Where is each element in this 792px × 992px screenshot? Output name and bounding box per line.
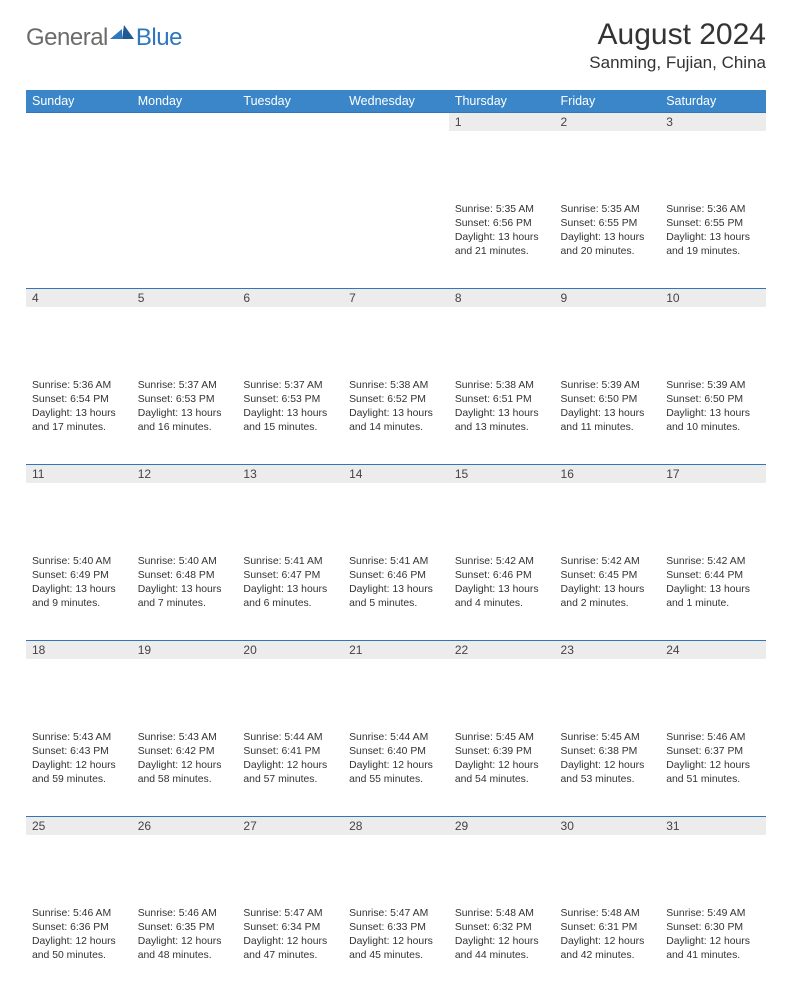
day-number: 2 <box>555 112 661 131</box>
day-cell: Sunrise: 5:40 AMSunset: 6:48 PMDaylight:… <box>132 552 238 617</box>
day-number: 17 <box>660 464 766 483</box>
day-number: 20 <box>237 640 343 659</box>
day-number-empty <box>132 112 238 131</box>
day-number: 4 <box>26 288 132 307</box>
day-cell: Sunrise: 5:39 AMSunset: 6:50 PMDaylight:… <box>660 376 766 441</box>
day-cell: Sunrise: 5:49 AMSunset: 6:30 PMDaylight:… <box>660 904 766 969</box>
day-number: 21 <box>343 640 449 659</box>
day-number: 27 <box>237 816 343 835</box>
day-cell: Sunrise: 5:48 AMSunset: 6:31 PMDaylight:… <box>555 904 661 969</box>
day-number: 8 <box>449 288 555 307</box>
day-number: 19 <box>132 640 238 659</box>
calendar-header-row: SundayMondayTuesdayWednesdayThursdayFrid… <box>26 90 766 112</box>
day-number: 3 <box>660 112 766 131</box>
day-number-empty <box>237 112 343 131</box>
day-number: 16 <box>555 464 661 483</box>
calendar-page: General Blue August 2024 Sanming, Fujian… <box>0 0 792 612</box>
title-block: August 2024 Sanming, Fujian, China <box>589 18 766 73</box>
brand-logo: General Blue <box>26 24 182 52</box>
brand-part2: Blue <box>136 24 182 52</box>
day-cell: Sunrise: 5:43 AMSunset: 6:43 PMDaylight:… <box>26 728 132 793</box>
day-cell: Sunrise: 5:44 AMSunset: 6:40 PMDaylight:… <box>343 728 449 793</box>
day-number: 29 <box>449 816 555 835</box>
day-cell: Sunrise: 5:35 AMSunset: 6:55 PMDaylight:… <box>555 200 661 265</box>
weekday-header: Saturday <box>660 90 766 112</box>
day-cell: Sunrise: 5:37 AMSunset: 6:53 PMDaylight:… <box>132 376 238 441</box>
day-number: 6 <box>237 288 343 307</box>
day-number: 18 <box>26 640 132 659</box>
day-number: 26 <box>132 816 238 835</box>
day-number-empty <box>343 112 449 131</box>
day-cell: Sunrise: 5:42 AMSunset: 6:46 PMDaylight:… <box>449 552 555 617</box>
day-number: 23 <box>555 640 661 659</box>
day-cell: Sunrise: 5:36 AMSunset: 6:54 PMDaylight:… <box>26 376 132 441</box>
weekday-header: Monday <box>132 90 238 112</box>
day-cell-empty <box>132 200 238 209</box>
day-number: 15 <box>449 464 555 483</box>
weekday-header: Sunday <box>26 90 132 112</box>
day-cell: Sunrise: 5:35 AMSunset: 6:56 PMDaylight:… <box>449 200 555 265</box>
calendar-table: SundayMondayTuesdayWednesdayThursdayFrid… <box>26 90 766 992</box>
day-number-empty <box>26 112 132 131</box>
brand-mark-icon <box>110 23 136 48</box>
day-number: 25 <box>26 816 132 835</box>
day-cell-empty <box>26 200 132 209</box>
day-number: 9 <box>555 288 661 307</box>
day-number: 12 <box>132 464 238 483</box>
day-cell: Sunrise: 5:47 AMSunset: 6:33 PMDaylight:… <box>343 904 449 969</box>
day-cell: Sunrise: 5:45 AMSunset: 6:39 PMDaylight:… <box>449 728 555 793</box>
day-number: 28 <box>343 816 449 835</box>
day-number: 7 <box>343 288 449 307</box>
month-title: August 2024 <box>589 18 766 51</box>
day-cell: Sunrise: 5:41 AMSunset: 6:46 PMDaylight:… <box>343 552 449 617</box>
day-cell: Sunrise: 5:38 AMSunset: 6:51 PMDaylight:… <box>449 376 555 441</box>
location-subtitle: Sanming, Fujian, China <box>589 53 766 73</box>
day-number: 5 <box>132 288 238 307</box>
day-number: 13 <box>237 464 343 483</box>
day-cell: Sunrise: 5:42 AMSunset: 6:45 PMDaylight:… <box>555 552 661 617</box>
day-number: 14 <box>343 464 449 483</box>
day-cell: Sunrise: 5:42 AMSunset: 6:44 PMDaylight:… <box>660 552 766 617</box>
weekday-header: Thursday <box>449 90 555 112</box>
day-number: 24 <box>660 640 766 659</box>
day-cell: Sunrise: 5:47 AMSunset: 6:34 PMDaylight:… <box>237 904 343 969</box>
day-cell: Sunrise: 5:39 AMSunset: 6:50 PMDaylight:… <box>555 376 661 441</box>
day-cell: Sunrise: 5:38 AMSunset: 6:52 PMDaylight:… <box>343 376 449 441</box>
day-cell: Sunrise: 5:48 AMSunset: 6:32 PMDaylight:… <box>449 904 555 969</box>
page-header: General Blue August 2024 Sanming, Fujian… <box>26 18 766 90</box>
day-number: 30 <box>555 816 661 835</box>
day-cell: Sunrise: 5:41 AMSunset: 6:47 PMDaylight:… <box>237 552 343 617</box>
weekday-header: Tuesday <box>237 90 343 112</box>
day-cell: Sunrise: 5:46 AMSunset: 6:35 PMDaylight:… <box>132 904 238 969</box>
day-cell: Sunrise: 5:46 AMSunset: 6:37 PMDaylight:… <box>660 728 766 793</box>
day-cell: Sunrise: 5:40 AMSunset: 6:49 PMDaylight:… <box>26 552 132 617</box>
day-cell: Sunrise: 5:43 AMSunset: 6:42 PMDaylight:… <box>132 728 238 793</box>
day-number: 10 <box>660 288 766 307</box>
day-number: 1 <box>449 112 555 131</box>
day-cell-empty <box>237 200 343 209</box>
brand-part1: General <box>26 24 108 52</box>
day-number: 31 <box>660 816 766 835</box>
day-cell: Sunrise: 5:45 AMSunset: 6:38 PMDaylight:… <box>555 728 661 793</box>
day-cell: Sunrise: 5:36 AMSunset: 6:55 PMDaylight:… <box>660 200 766 265</box>
weekday-header: Friday <box>555 90 661 112</box>
day-cell: Sunrise: 5:44 AMSunset: 6:41 PMDaylight:… <box>237 728 343 793</box>
day-cell: Sunrise: 5:46 AMSunset: 6:36 PMDaylight:… <box>26 904 132 969</box>
day-number: 22 <box>449 640 555 659</box>
day-cell: Sunrise: 5:37 AMSunset: 6:53 PMDaylight:… <box>237 376 343 441</box>
weekday-header: Wednesday <box>343 90 449 112</box>
day-cell-empty <box>343 200 449 209</box>
day-number: 11 <box>26 464 132 483</box>
